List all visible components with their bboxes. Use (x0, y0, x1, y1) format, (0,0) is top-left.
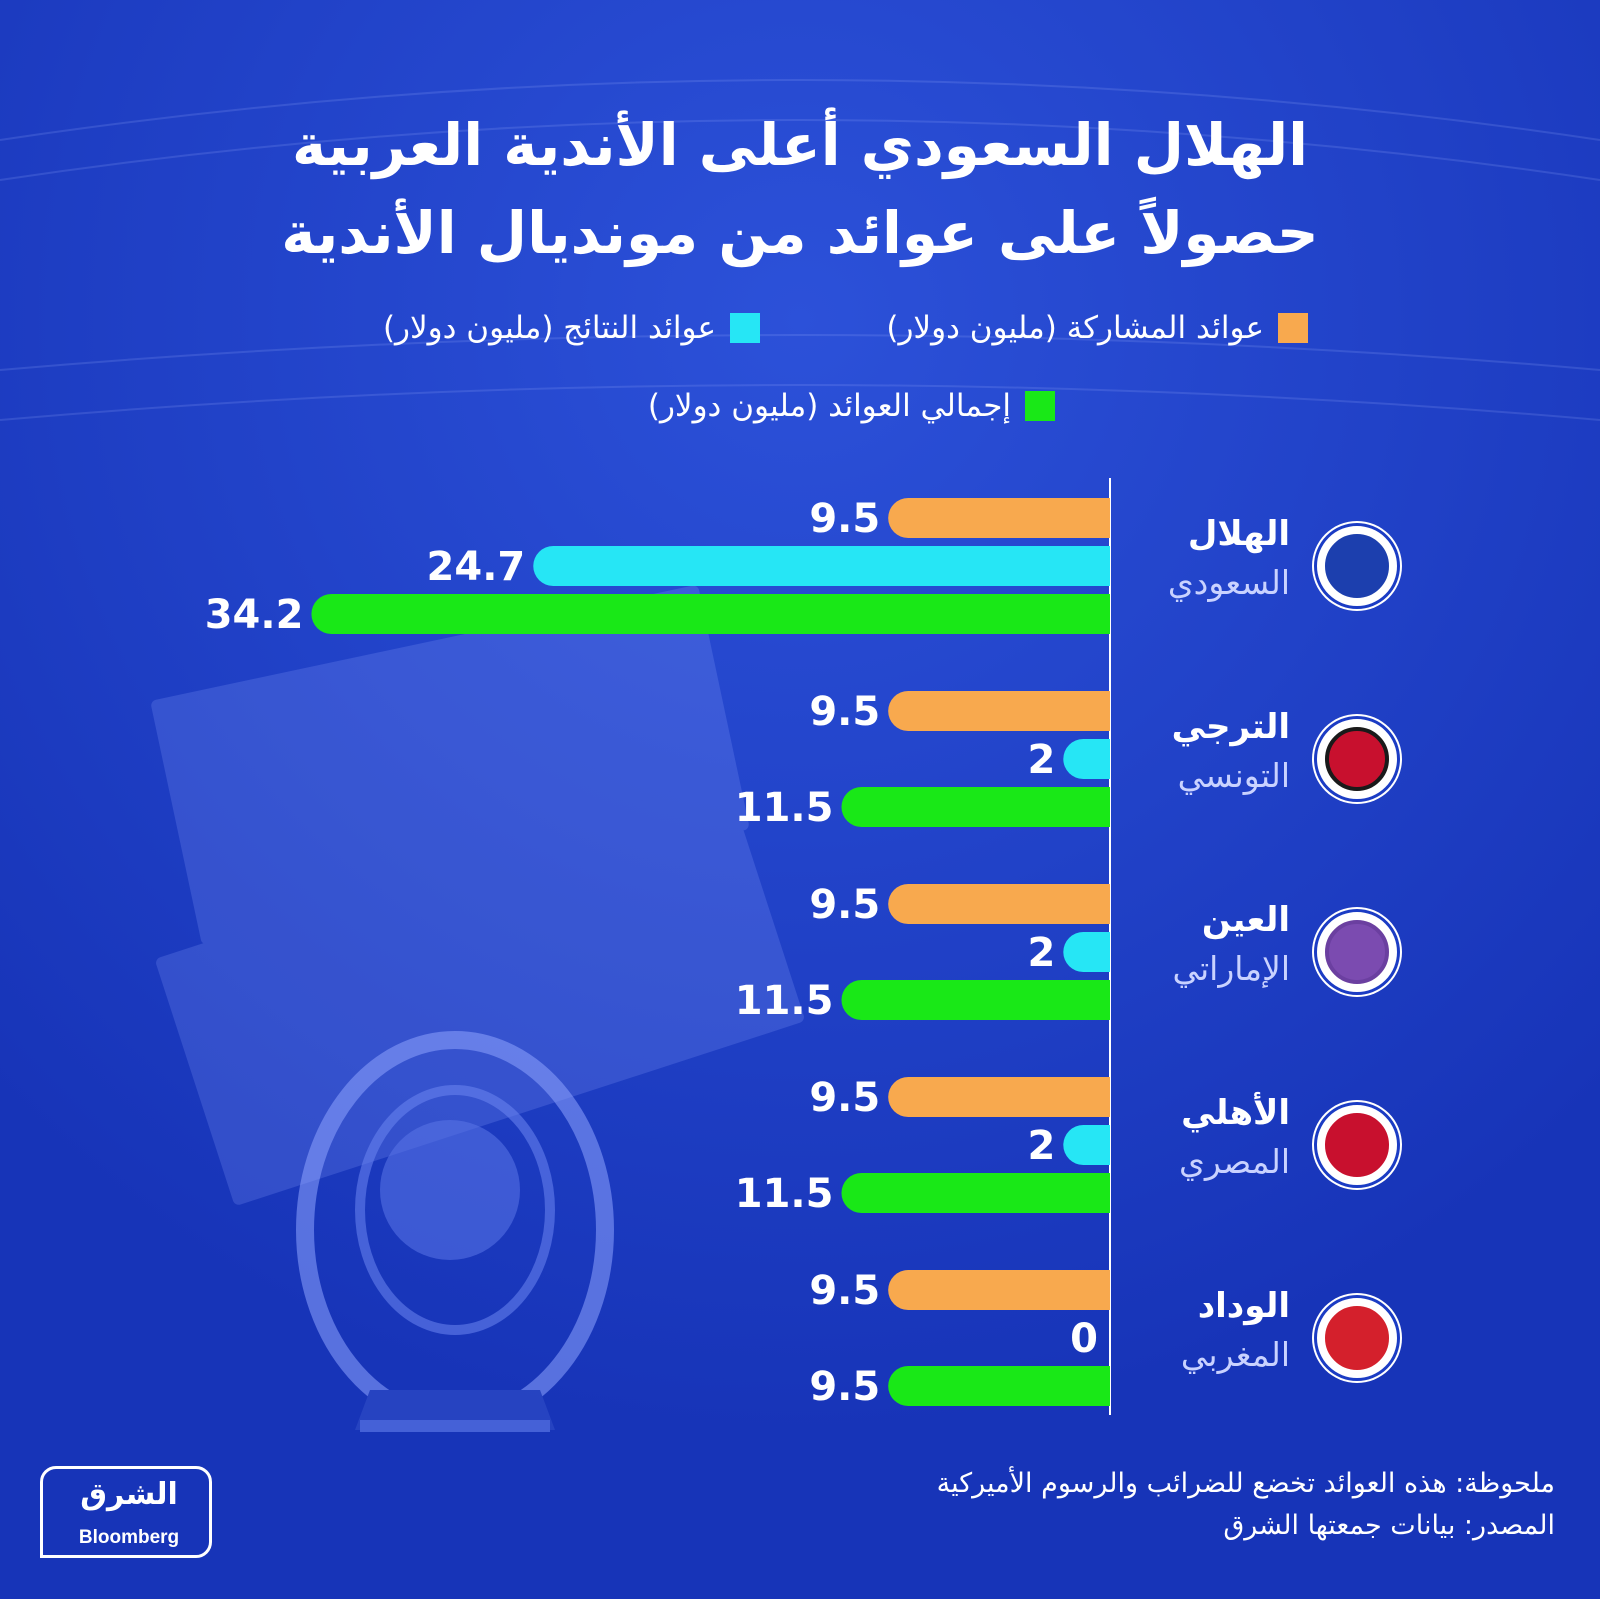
esperance-crest-icon (1314, 716, 1400, 802)
bar-total-5 (888, 1366, 1110, 1406)
data-label-results-1: 24.7 (427, 544, 526, 590)
bar-participation-1 (888, 498, 1110, 538)
team-name-1: الهلال (1187, 514, 1290, 554)
data-label-participation-1: 9.5 (809, 496, 880, 542)
trophy-illustration (296, 1031, 614, 1432)
data-label-participation-4: 9.5 (809, 1075, 880, 1121)
al-hilal-crest-icon (1314, 523, 1400, 609)
legend-swatch-total (1025, 391, 1055, 421)
banknote-illustration (151, 585, 804, 1205)
team-country-5: المغربي (1180, 1335, 1290, 1374)
data-label-total-5: 9.5 (809, 1364, 880, 1410)
team-name-4: الأهلي (1181, 1093, 1290, 1133)
legend-swatch-results (730, 313, 760, 343)
chart-title-line-1: الهلال السعودي أعلى الأندية العربية (291, 111, 1309, 179)
al-ahly-crest-icon (1314, 1102, 1400, 1188)
bar-participation-4 (888, 1077, 1110, 1117)
data-label-total-2: 11.5 (735, 785, 834, 831)
al-ain-crest-icon (1314, 909, 1400, 995)
footnote-note: ملحوظة: هذه العوائد تخضع للضرائب والرسوم… (936, 1468, 1555, 1499)
bar-results-4 (1063, 1125, 1110, 1165)
data-label-total-4: 11.5 (735, 1171, 834, 1217)
legend-swatch-participation (1278, 313, 1308, 343)
al-ahly-crest-icon-emblem (1325, 1113, 1389, 1177)
data-label-total-3: 11.5 (735, 978, 834, 1024)
wydad-crest-icon (1314, 1295, 1400, 1381)
wydad-crest-icon-emblem (1325, 1306, 1389, 1370)
al-hilal-crest-icon-emblem (1325, 534, 1389, 598)
legend-label-participation: عوائد المشاركة (مليون دولار) (886, 310, 1264, 346)
bar-total-2 (841, 787, 1110, 827)
logo-bloomberg: Bloomberg (78, 1527, 180, 1548)
bar-participation-2 (888, 691, 1110, 731)
logo-wordmark: الشرق (80, 1477, 178, 1512)
bar-total-4 (841, 1173, 1110, 1213)
team-country-2: التونسي (1177, 756, 1290, 795)
bar-participation-5 (888, 1270, 1110, 1310)
chart-title-line-2: حصولاً على عوائد من مونديال الأندية (281, 199, 1319, 267)
team-name-3: العين (1201, 900, 1290, 940)
legend-participation: عوائد المشاركة (مليون دولار) (886, 310, 1308, 346)
bar-results-2 (1063, 739, 1110, 779)
legend-total: إجمالي العوائد (مليون دولار) (648, 388, 1055, 424)
data-label-results-3: 2 (1027, 930, 1055, 976)
legend-results: عوائد النتائج (مليون دولار) (383, 310, 760, 346)
data-label-results-2: 2 (1027, 737, 1055, 783)
team-country-3: الإماراتي (1172, 949, 1290, 988)
bar-total-3 (841, 980, 1110, 1020)
data-label-results-5: 0 (1070, 1316, 1098, 1362)
esperance-crest-icon-emblem (1325, 727, 1389, 791)
al-ain-crest-icon-emblem (1325, 920, 1389, 984)
bar-results-3 (1063, 932, 1110, 972)
data-label-participation-3: 9.5 (809, 882, 880, 928)
team-country-4: المصري (1179, 1142, 1290, 1181)
bar-results-1 (533, 546, 1110, 586)
legend-label-results: عوائد النتائج (مليون دولار) (382, 310, 716, 346)
asharq-bloomberg-logo: الشرق Bloomberg (40, 1466, 212, 1558)
legend-label-total: إجمالي العوائد (مليون دولار) (647, 388, 1011, 424)
data-label-participation-2: 9.5 (809, 689, 880, 735)
team-country-1: السعودي (1167, 563, 1290, 602)
data-label-participation-5: 9.5 (809, 1268, 880, 1314)
bar-total-1 (311, 594, 1110, 634)
bar-participation-3 (888, 884, 1110, 924)
footnote-source: المصدر: بيانات جمعتها الشرق (1223, 1510, 1555, 1541)
team-name-5: الوداد (1197, 1286, 1290, 1326)
team-name-2: الترجي (1171, 707, 1290, 747)
data-label-total-1: 34.2 (205, 592, 304, 638)
data-label-results-4: 2 (1027, 1123, 1055, 1169)
